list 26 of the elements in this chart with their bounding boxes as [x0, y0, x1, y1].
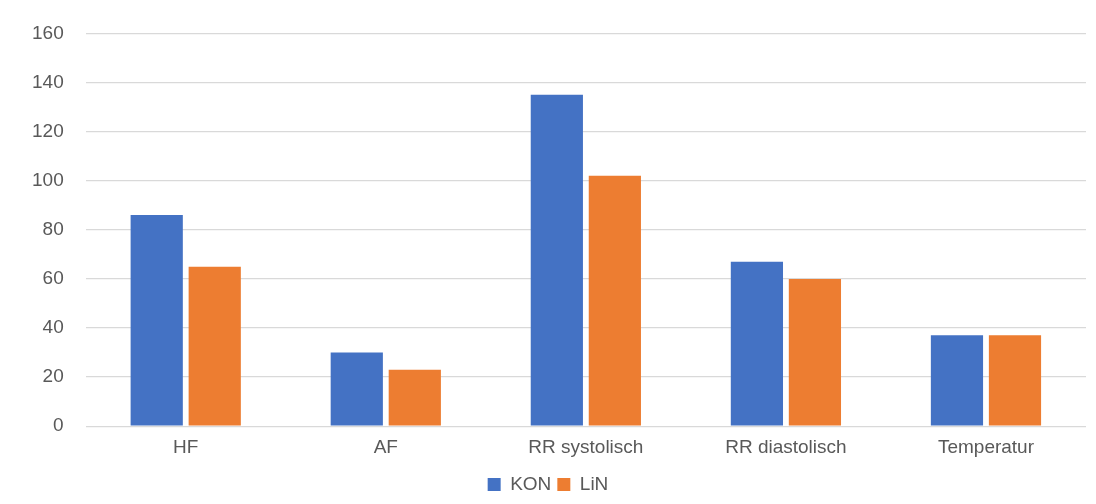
- bar: [188, 266, 241, 426]
- legend-label: LiN: [579, 472, 609, 494]
- bar: [130, 215, 183, 426]
- y-tick-label: 80: [42, 218, 64, 240]
- bar: [988, 335, 1042, 426]
- y-tick-label: 100: [32, 168, 64, 190]
- x-tick-label: RR systolisch: [528, 435, 644, 457]
- legend-label: KON: [510, 472, 552, 494]
- bar: [388, 369, 441, 426]
- bar: [730, 261, 784, 426]
- y-tick-label: 20: [42, 365, 64, 387]
- y-tick-label: 60: [42, 267, 64, 289]
- bar: [588, 175, 641, 426]
- x-tick-label: HF: [173, 435, 199, 457]
- y-tick-label: 40: [42, 316, 64, 338]
- bar: [788, 278, 842, 426]
- y-tick-label: 160: [32, 21, 64, 43]
- x-tick-label: AF: [373, 435, 398, 457]
- y-tick-label: 120: [32, 119, 64, 141]
- y-tick-label: 140: [32, 70, 64, 92]
- bar: [530, 94, 583, 426]
- y-tick-label: 0: [53, 414, 64, 436]
- x-tick-label: RR diastolisch: [725, 435, 847, 457]
- x-tick-label: Temperatur: [937, 435, 1035, 457]
- bar: [930, 335, 984, 426]
- bar: [330, 352, 383, 426]
